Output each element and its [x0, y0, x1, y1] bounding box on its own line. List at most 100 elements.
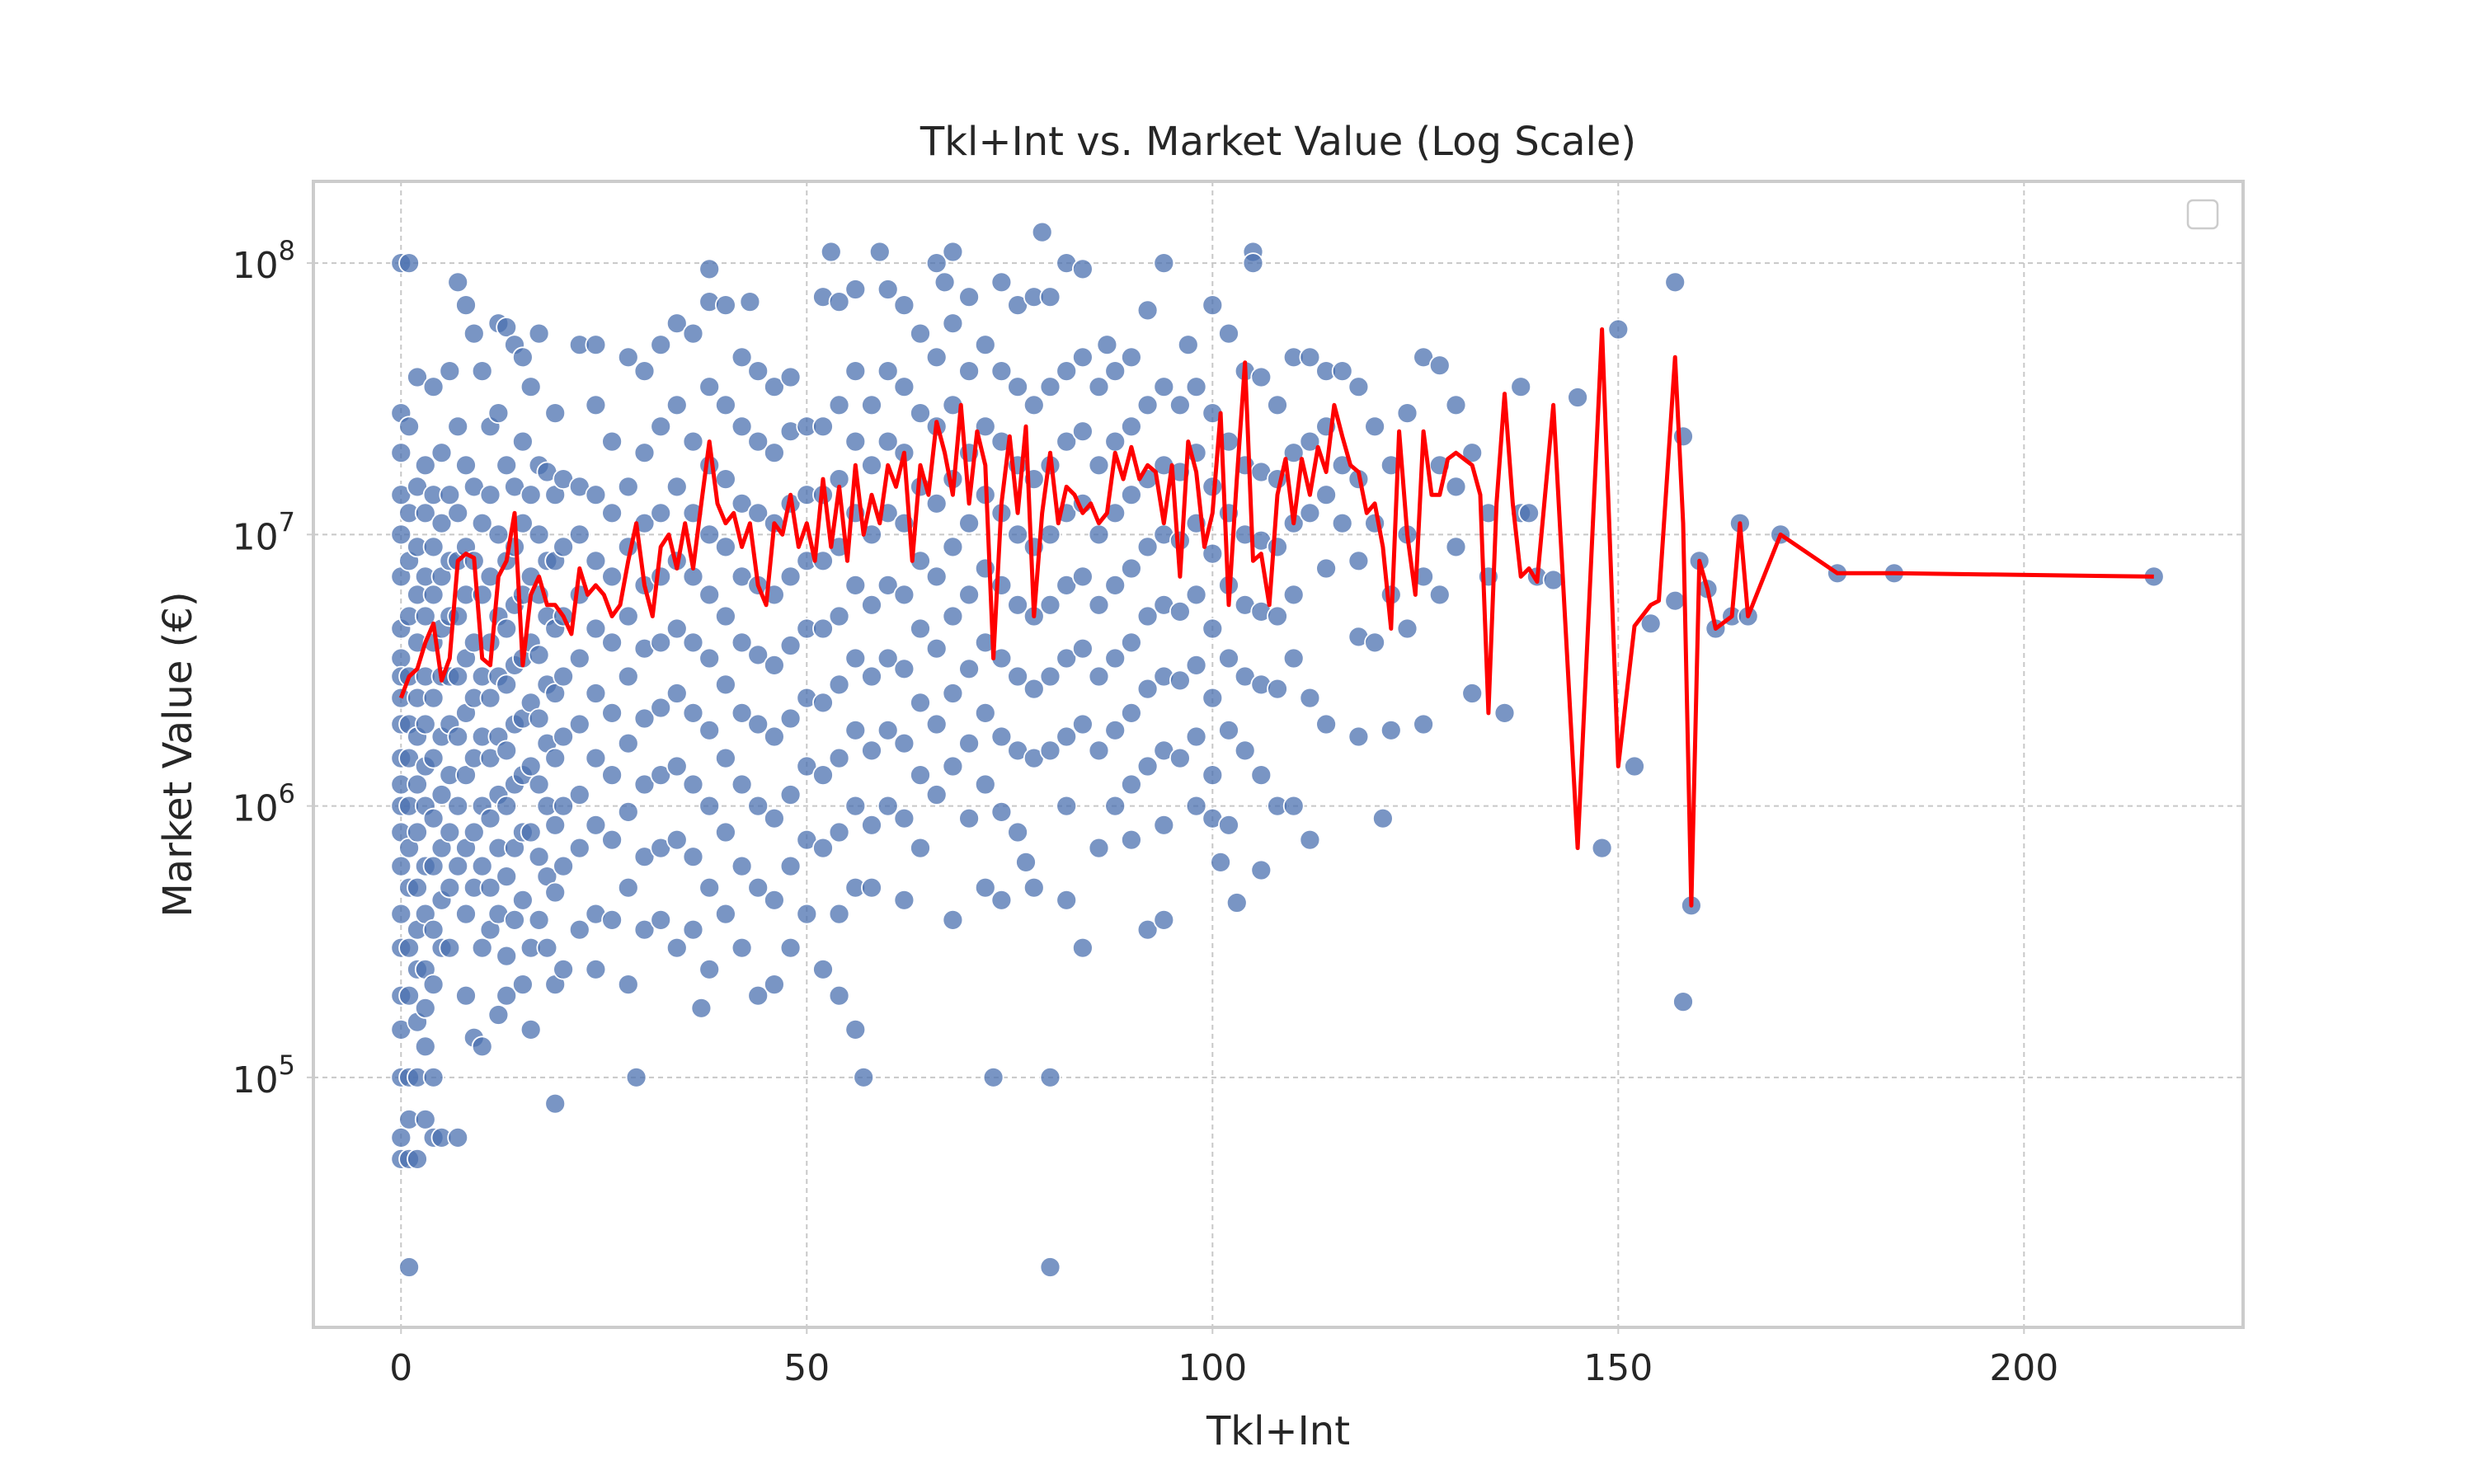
scatter-point [1202, 618, 1224, 640]
scatter-point [398, 1256, 421, 1278]
scatter-point [698, 258, 721, 280]
scatter-point [398, 984, 421, 1007]
scatter-point [715, 747, 736, 769]
scatter-point [414, 454, 436, 477]
scatter-point [1072, 937, 1094, 959]
scatter-point [1218, 647, 1239, 669]
scatter-point [512, 889, 534, 911]
scatter-point [925, 566, 948, 588]
scatter-point [1185, 376, 1207, 398]
scatter-point [715, 294, 736, 317]
scatter-point [1299, 687, 1321, 709]
scatter-point [1348, 376, 1370, 398]
scatter-point [512, 974, 534, 995]
scatter-point [1607, 318, 1630, 340]
scatter-point [398, 937, 421, 959]
scatter-point [1315, 557, 1337, 580]
scatter-point [893, 732, 915, 754]
scatter-point [698, 584, 721, 606]
scatter-point [764, 889, 785, 911]
scatter-point [1372, 807, 1394, 829]
scatter-point [528, 524, 550, 546]
scatter-point [414, 502, 436, 524]
scatter-point [633, 360, 656, 383]
scatter-point [747, 795, 769, 817]
scatter-point [990, 889, 1013, 911]
scatter-point [828, 291, 850, 313]
scatter-point [528, 322, 550, 345]
scatter-point [1136, 536, 1159, 558]
scatter-point [812, 837, 834, 859]
scatter-point [439, 360, 461, 383]
scatter-point [447, 502, 469, 524]
scatter-point [828, 674, 850, 696]
scatter-point [553, 855, 574, 877]
scatter-point [958, 584, 980, 606]
scatter-point [844, 430, 867, 453]
scatter-point [715, 903, 736, 925]
scatter-point [544, 814, 567, 836]
scatter-point [617, 476, 639, 498]
scatter-point [1510, 376, 1532, 398]
scatter-point [861, 740, 882, 762]
legend-box [2186, 199, 2219, 230]
scatter-point [715, 394, 736, 416]
scatter-point [868, 241, 891, 263]
scatter-point [779, 635, 802, 656]
scatter-point [828, 821, 850, 843]
scatter-point [1088, 376, 1110, 398]
scatter-point [1380, 719, 1402, 741]
scatter-point [390, 903, 412, 925]
scatter-point [1267, 536, 1288, 558]
scatter-point [1104, 575, 1126, 596]
scatter-point [1121, 416, 1142, 438]
scatter-point [1299, 346, 1321, 369]
scatter-point [414, 997, 436, 1019]
scatter-point [553, 958, 574, 980]
scatter-point [496, 454, 518, 477]
scatter-point [990, 575, 1013, 596]
scatter-point [958, 732, 980, 754]
scatter-point [553, 795, 574, 817]
scatter-point [934, 271, 956, 294]
scatter-point [1136, 605, 1159, 627]
scatter-point [1007, 665, 1028, 688]
scatter-point [439, 484, 461, 506]
scatter-point [731, 632, 753, 654]
scatter-point [617, 346, 639, 369]
scatter-point [666, 683, 688, 704]
scatter-point [1104, 360, 1126, 383]
scatter-point [764, 974, 785, 995]
scatter-point [1242, 252, 1264, 275]
scatter-point [1428, 355, 1451, 377]
scatter-point [585, 747, 607, 769]
scatter-point [958, 286, 980, 308]
scatter-point [1039, 740, 1061, 762]
scatter-point [942, 312, 964, 335]
scatter-point [877, 575, 899, 596]
scatter-point [1056, 647, 1078, 669]
scatter-point [520, 821, 542, 843]
scatter-point [715, 468, 736, 490]
scatter-point [1672, 991, 1694, 1012]
scatter-point [1039, 524, 1061, 546]
scatter-point [779, 784, 802, 805]
scatter-point [504, 909, 525, 931]
scatter-point [1202, 687, 1224, 709]
scatter-point [812, 416, 834, 438]
scatter-point [601, 502, 623, 524]
scatter-point [520, 755, 542, 777]
scatter-point [779, 366, 802, 388]
scatter-point [471, 937, 493, 959]
scatter-point [1056, 575, 1078, 596]
axis-ticks: 0 50 100 150 200 105 106 107 108 [233, 235, 2059, 1389]
scatter-point [414, 1108, 436, 1130]
scatter-point [990, 801, 1013, 823]
scatter-point [1039, 376, 1061, 398]
scatter-point [1136, 678, 1159, 700]
scatter-point [990, 271, 1013, 294]
scatter-point [585, 618, 607, 640]
scatter-point [487, 402, 510, 425]
scatter-point [528, 909, 550, 931]
scatter-point [731, 702, 753, 724]
